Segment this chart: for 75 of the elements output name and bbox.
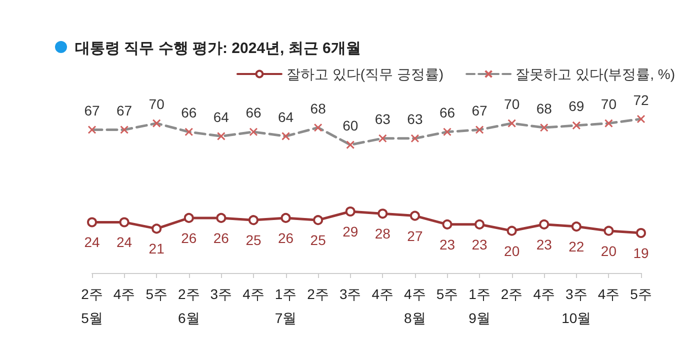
data-label: 70	[600, 96, 617, 112]
point	[248, 215, 258, 226]
legend-label: 잘못하고 있다(부정률, %)	[516, 66, 676, 82]
x-tick-label: 4주 8월	[404, 286, 426, 326]
point	[152, 224, 162, 234]
point	[216, 212, 226, 223]
data-label: 63	[374, 111, 391, 128]
data-label: 72	[633, 92, 649, 108]
data-label: 24	[84, 234, 100, 250]
data-label: 68	[310, 100, 326, 116]
data-label: 29	[342, 223, 358, 240]
point	[119, 217, 130, 228]
x-tick-label: 1주 7월	[274, 286, 297, 326]
data-label: 21	[148, 240, 165, 257]
data-label: 23	[472, 236, 488, 252]
data-label: 28	[374, 226, 391, 242]
x-tick-label: 4주	[533, 286, 556, 302]
x-tick-label: 4주	[598, 286, 620, 302]
data-label: 67	[116, 102, 132, 119]
x-tick-label: 3주 10월	[562, 286, 592, 326]
x-tick-label: 2주 6월	[178, 286, 200, 326]
point	[345, 206, 356, 216]
x-tick-label: 3주	[339, 286, 362, 302]
x-tick-label: 5주	[146, 286, 168, 302]
data-label: 23	[536, 236, 552, 252]
point	[571, 222, 582, 232]
point	[539, 219, 550, 230]
data-label: 67	[84, 102, 100, 119]
data-label: 60	[342, 118, 358, 134]
data-label: 67	[472, 102, 488, 119]
point	[474, 219, 485, 230]
data-label: 69	[568, 98, 584, 114]
point	[378, 208, 388, 219]
data-label: 66	[246, 104, 262, 121]
x-tick-label: 1주 9월	[468, 286, 490, 326]
x-tick-label: 4주	[242, 286, 264, 302]
point	[313, 215, 324, 226]
point	[636, 228, 646, 238]
data-label: 66	[181, 104, 197, 121]
point	[280, 212, 291, 223]
data-label: 70	[148, 96, 165, 112]
data-label: 25	[246, 232, 262, 248]
x-tick-label: 4주	[113, 286, 136, 302]
point	[604, 226, 614, 236]
data-label: 22	[568, 238, 584, 255]
x-tick-label: 2주	[500, 286, 523, 302]
data-label: 70	[504, 96, 520, 112]
legend-label: 잘하고 있다(직무 긍정률)	[286, 66, 444, 82]
x-tick-label: 5주	[630, 286, 652, 302]
data-label: 23	[439, 236, 456, 252]
chart-title: 대통령 직무 수행 평가: 2024년, 최근 6개월	[75, 40, 361, 57]
data-label: 26	[213, 230, 230, 246]
x-tick-label: 2주 5월	[81, 286, 103, 326]
data-label: 24	[116, 234, 132, 250]
data-label: 26	[278, 230, 294, 246]
data-label: 63	[407, 111, 423, 128]
data-label: 68	[536, 100, 552, 116]
data-label: 27	[407, 228, 423, 244]
data-label: 20	[600, 242, 617, 259]
data-label: 25	[310, 232, 326, 248]
x-tick-label: 4주	[372, 286, 394, 302]
x-tick-label: 2주	[307, 286, 329, 302]
x-tick-label: 3주	[210, 286, 232, 302]
data-label: 20	[504, 242, 520, 259]
data-label: 64	[213, 108, 230, 125]
x-tick-label: 5주	[436, 286, 458, 302]
point	[184, 212, 194, 223]
data-label: 64	[278, 108, 294, 125]
point	[442, 219, 452, 230]
point	[506, 226, 517, 236]
point	[87, 217, 97, 228]
data-label: 19	[633, 245, 649, 261]
point	[410, 210, 420, 221]
data-label: 26	[181, 230, 197, 246]
data-label: 66	[439, 104, 456, 121]
